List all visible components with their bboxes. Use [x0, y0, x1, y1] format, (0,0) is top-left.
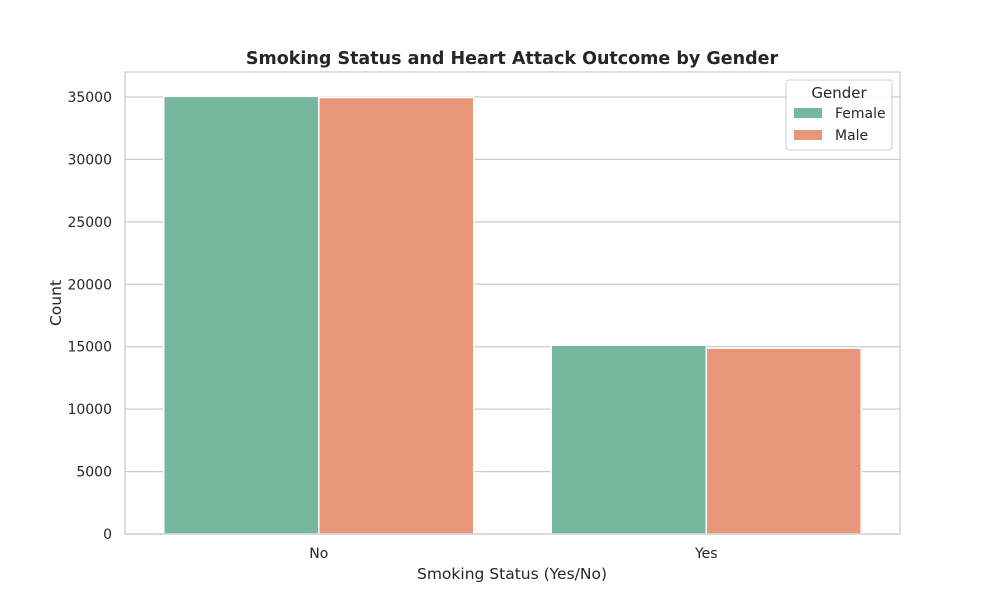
plot-frame — [124, 71, 901, 535]
x-tick-labels: No Yes — [309, 546, 717, 562]
legend-swatch-male — [794, 130, 822, 140]
y-tick-labels: 0 5000 10000 15000 20000 25000 30000 35000 — [67, 90, 112, 543]
y-tick-label-5000: 5000 — [76, 465, 112, 481]
y-tick-label-20000: 20000 — [67, 277, 112, 293]
legend-swatch-female — [794, 108, 822, 118]
y-tick-label-35000: 35000 — [67, 90, 112, 106]
legend-label-female: Female — [835, 106, 886, 122]
y-tick-label-25000: 25000 — [67, 215, 112, 231]
y-tick-label-0: 0 — [103, 527, 112, 543]
chart-title: Smoking Status and Heart Attack Outcome … — [246, 49, 779, 69]
legend-title: Gender — [811, 84, 867, 102]
legend[interactable]: Gender Female Male — [785, 79, 893, 151]
x-axis-label: Smoking Status (Yes/No) — [417, 565, 607, 583]
x-tick-label-yes: Yes — [694, 546, 718, 562]
bars — [163, 95, 862, 535]
y-tick-label-10000: 10000 — [67, 402, 112, 418]
bar-female-no — [163, 95, 320, 535]
y-axis-label: Count — [47, 280, 65, 326]
legend-label-male: Male — [835, 128, 868, 144]
x-tick-label-no: No — [309, 546, 328, 562]
y-tick-label-30000: 30000 — [67, 152, 112, 168]
y-tick-label-15000: 15000 — [67, 340, 112, 356]
bar-female-yes — [550, 344, 707, 535]
bar-male-yes — [705, 347, 862, 535]
bar-male-no — [318, 96, 475, 535]
